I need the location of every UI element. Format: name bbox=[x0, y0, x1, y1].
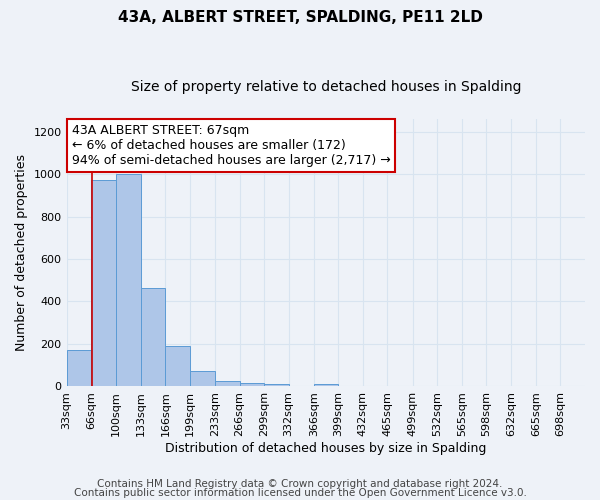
Text: Contains public sector information licensed under the Open Government Licence v3: Contains public sector information licen… bbox=[74, 488, 526, 498]
Bar bbox=[314, 384, 338, 386]
Bar bbox=[166, 346, 190, 387]
Bar bbox=[215, 381, 239, 386]
Y-axis label: Number of detached properties: Number of detached properties bbox=[15, 154, 28, 351]
Text: 43A ALBERT STREET: 67sqm
← 6% of detached houses are smaller (172)
94% of semi-d: 43A ALBERT STREET: 67sqm ← 6% of detache… bbox=[72, 124, 391, 167]
Bar bbox=[67, 350, 91, 386]
Title: Size of property relative to detached houses in Spalding: Size of property relative to detached ho… bbox=[131, 80, 521, 94]
X-axis label: Distribution of detached houses by size in Spalding: Distribution of detached houses by size … bbox=[165, 442, 487, 455]
Bar bbox=[141, 288, 166, 386]
Bar bbox=[116, 174, 141, 386]
Text: Contains HM Land Registry data © Crown copyright and database right 2024.: Contains HM Land Registry data © Crown c… bbox=[97, 479, 503, 489]
Bar bbox=[239, 384, 264, 386]
Bar bbox=[190, 370, 215, 386]
Bar bbox=[91, 180, 116, 386]
Text: 43A, ALBERT STREET, SPALDING, PE11 2LD: 43A, ALBERT STREET, SPALDING, PE11 2LD bbox=[118, 10, 482, 25]
Bar bbox=[264, 384, 289, 386]
